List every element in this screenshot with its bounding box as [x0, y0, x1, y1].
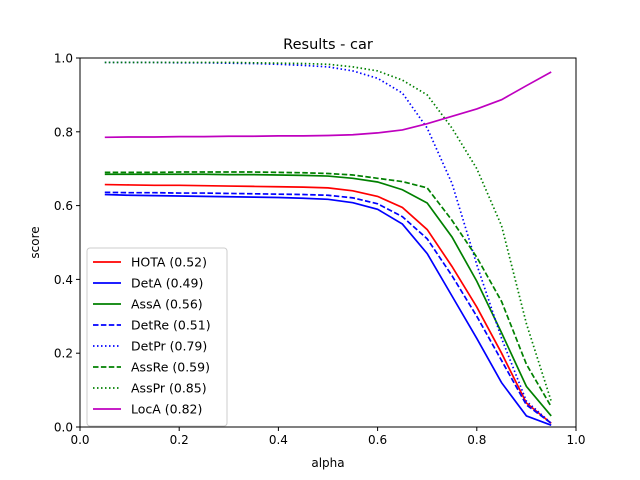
y-tick-label: 0.0 [54, 421, 73, 435]
x-tick-label: 1.0 [566, 433, 585, 447]
y-axis-label: score [28, 226, 42, 258]
x-tick-label: 0.8 [467, 433, 486, 447]
x-axis-label: alpha [311, 456, 344, 470]
y-tick-label: 0.4 [54, 273, 73, 287]
x-tick-label: 0.4 [269, 433, 288, 447]
y-tick-label: 0.8 [54, 125, 73, 139]
series-layer [104, 61, 553, 426]
legend-label: LocA (0.82) [131, 402, 202, 417]
y-tick-label: 1.0 [54, 52, 73, 66]
legend: HOTA (0.52) DetA (0.49) AssA (0.56) DetRe (… [86, 247, 228, 427]
x-tick-label: 0.2 [170, 433, 189, 447]
series-line-3 [104, 191, 552, 424]
legend-label: DetPr (0.79) [131, 339, 207, 354]
legend-label: HOTA (0.52) [131, 255, 207, 270]
legend-label: AssPr (0.85) [131, 381, 207, 396]
series-line-5 [104, 171, 552, 408]
legend-box [86, 247, 228, 427]
y-tick-label: 0.6 [54, 199, 73, 213]
x-tick-label: 0.6 [368, 433, 387, 447]
legend-label: AssA (0.56) [131, 297, 203, 312]
legend-label: DetA (0.49) [131, 276, 203, 291]
series-line-7 [104, 71, 552, 139]
y-tick-label: 0.2 [54, 347, 73, 361]
chart-title: Results - car [283, 37, 373, 53]
ticks-layer: 0.0 0.2 0.4 0.6 0.8 1.0 0.0 0.2 0.4 0.6 0.8 1.0 [54, 52, 586, 448]
plot-frame [79, 57, 577, 428]
x-tick-label: 0.0 [70, 433, 89, 447]
legend-label: DetRe (0.51) [131, 318, 211, 333]
series-line-1 [104, 193, 552, 426]
legend-label: AssRe (0.59) [131, 360, 210, 375]
series-line-0 [104, 183, 552, 424]
series-line-2 [104, 173, 552, 417]
